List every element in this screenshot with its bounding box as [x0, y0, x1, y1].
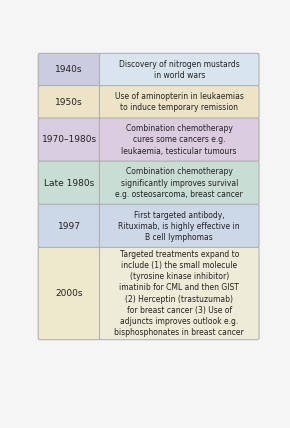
FancyBboxPatch shape	[99, 204, 259, 248]
Text: 2000s: 2000s	[55, 289, 83, 298]
FancyBboxPatch shape	[99, 86, 259, 119]
FancyBboxPatch shape	[38, 247, 100, 340]
Text: Targeted treatments expand to
include (1) the small molecule
(tyrosine kinase in: Targeted treatments expand to include (1…	[114, 250, 244, 337]
Text: 1970–1980s: 1970–1980s	[42, 135, 97, 144]
FancyBboxPatch shape	[99, 53, 259, 86]
FancyBboxPatch shape	[38, 53, 100, 86]
FancyBboxPatch shape	[99, 161, 259, 205]
FancyBboxPatch shape	[38, 86, 100, 119]
Text: Combination chemotherapy
cures some cancers e.g.
leukaemia, testicular tumours: Combination chemotherapy cures some canc…	[122, 124, 237, 155]
Text: First targeted antibody,
Rituximab, is highly effective in
B cell lymphomas: First targeted antibody, Rituximab, is h…	[118, 211, 240, 242]
FancyBboxPatch shape	[99, 247, 259, 340]
Text: Discovery of nitrogen mustards
in world wars: Discovery of nitrogen mustards in world …	[119, 60, 240, 80]
Text: Use of aminopterin in leukaemias
to induce temporary remission: Use of aminopterin in leukaemias to indu…	[115, 92, 244, 112]
Text: 1950s: 1950s	[55, 98, 83, 107]
Text: 1940s: 1940s	[55, 65, 83, 74]
Text: Combination chemotherapy
significantly improves survival
e.g. osteosarcoma, brea: Combination chemotherapy significantly i…	[115, 167, 243, 199]
FancyBboxPatch shape	[99, 118, 259, 162]
FancyBboxPatch shape	[38, 161, 100, 205]
FancyBboxPatch shape	[38, 204, 100, 248]
Text: Late 1980s: Late 1980s	[44, 178, 94, 187]
FancyBboxPatch shape	[38, 118, 100, 162]
Text: 1997: 1997	[58, 222, 81, 231]
